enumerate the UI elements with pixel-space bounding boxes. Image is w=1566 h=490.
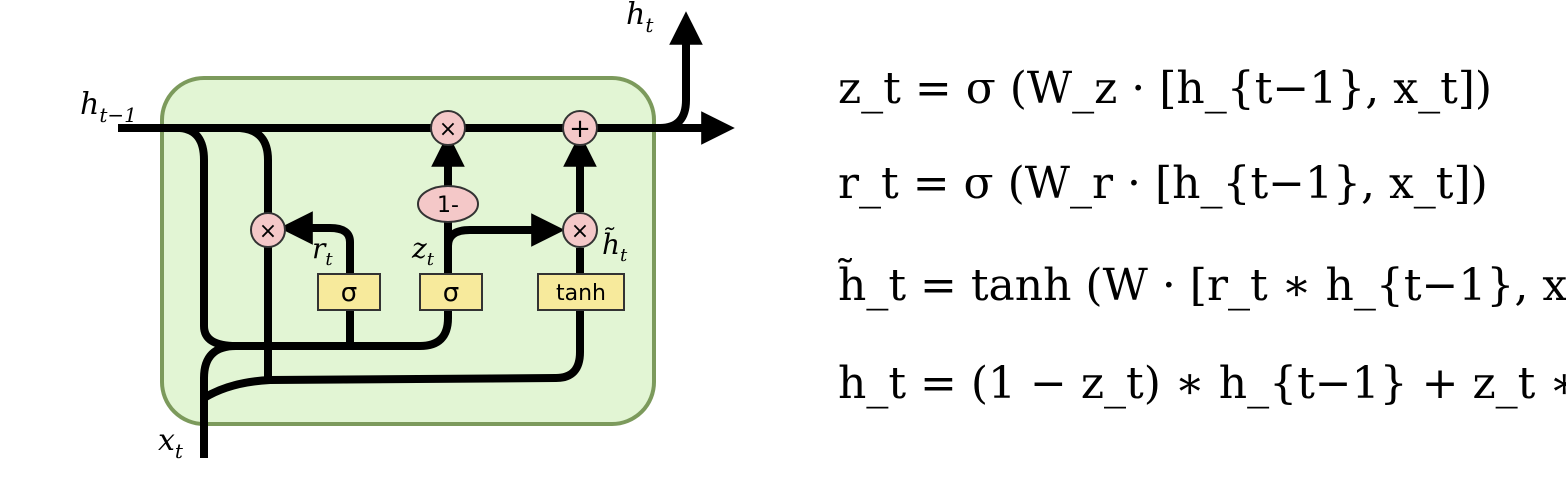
- update-to-candidate-mul-line: [444, 213, 565, 247]
- equation-update-gate: z_t = σ (W_z · [h_{t−1}, x_t]): [838, 63, 1492, 114]
- candidate-multiply-icon: ×: [571, 219, 589, 244]
- one-minus-op: 1-: [417, 185, 479, 223]
- state-multiply-icon: ×: [439, 117, 457, 142]
- one-minus-label: 1-: [437, 193, 459, 218]
- equation-candidate: h̃_t = tanh (W · [r_t ∗ h_{t−1}, x_t]): [837, 256, 1566, 311]
- x-input-line: [200, 296, 452, 458]
- h-out-branch: [659, 11, 703, 132]
- state-multiply-op: ×: [430, 110, 466, 146]
- h-prev-to-gates-line: [179, 124, 237, 350]
- candidate-multiply-op: ×: [562, 212, 598, 248]
- candidate-gate-label: tanh: [556, 281, 606, 306]
- reset-multiply-icon: ×: [259, 219, 277, 244]
- x-to-tanh-line: [201, 310, 584, 402]
- update-gate-label: σ: [443, 278, 459, 308]
- reset-multiply-op: ×: [250, 212, 286, 248]
- z-t-label: zt: [411, 232, 435, 270]
- equation-output: h_t = (1 − z_t) ∗ h_{t−1} + z_t ∗ h̃_t: [838, 354, 1566, 409]
- x-in-label: xt: [158, 423, 184, 463]
- r-t-label: rt: [312, 232, 333, 270]
- reset-gate-out-line: [279, 211, 354, 274]
- h-tilde-label: h̃t: [602, 227, 628, 266]
- sum-op: +: [562, 110, 598, 146]
- gru-cell-diagram: σ σ tanh × × × + 1-: [80, 0, 735, 463]
- reset-gate-sigma: σ: [317, 273, 381, 311]
- reset-gate-label: σ: [341, 278, 357, 308]
- candidate-tanh-gate: tanh: [537, 273, 625, 311]
- equations-panel: z_t = σ (W_z · [h_{t−1}, x_t]) r_t = σ (…: [837, 63, 1566, 409]
- h-prev-label: ht−1: [80, 87, 137, 127]
- equation-reset-gate: r_t = σ (W_r · [h_{t−1}, x_t]): [838, 158, 1488, 209]
- h-out-label: ht: [626, 0, 654, 37]
- h-prev-to-reset-mul-line: [239, 124, 272, 214]
- plus-icon: +: [569, 114, 591, 144]
- cell-box: [160, 76, 656, 426]
- update-gate-sigma: σ: [419, 273, 483, 311]
